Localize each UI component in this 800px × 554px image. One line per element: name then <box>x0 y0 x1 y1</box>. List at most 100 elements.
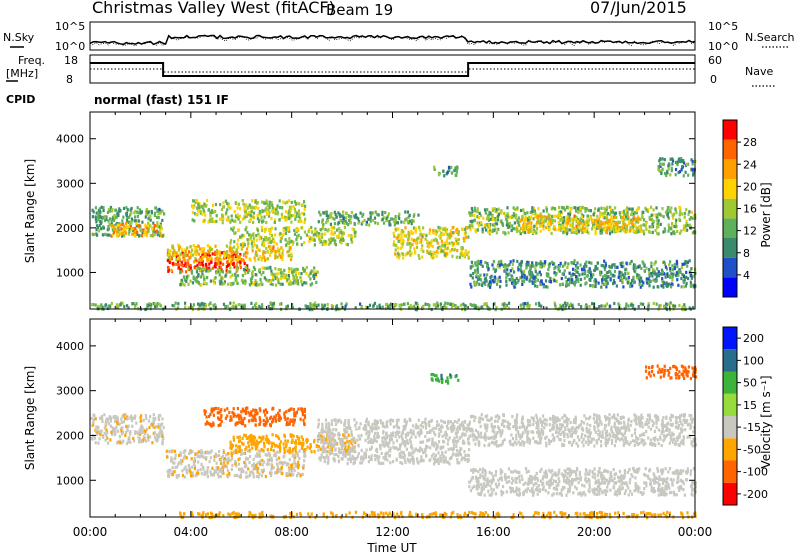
echo-cell <box>243 243 246 247</box>
echo-cell <box>620 264 623 268</box>
echo-cell <box>273 220 276 224</box>
echo-cell <box>400 234 403 238</box>
echo-cell <box>283 215 286 219</box>
echo-cell <box>127 306 130 310</box>
echo-cell <box>197 252 200 256</box>
echo-cell <box>216 250 219 254</box>
echo-cell <box>403 220 406 224</box>
echo-cell <box>117 304 120 308</box>
echo-cell <box>680 168 683 172</box>
echo-cell <box>120 429 123 433</box>
echo-cell <box>161 417 164 421</box>
echo-cell <box>159 414 162 418</box>
echo-cell <box>675 225 678 229</box>
echo-cell <box>568 228 571 232</box>
echo-cell <box>594 264 597 269</box>
echo-cell <box>282 227 285 231</box>
echo-cell <box>230 444 233 448</box>
echo-cell <box>214 470 217 474</box>
echo-cell <box>330 419 333 423</box>
echo-cell <box>595 224 598 228</box>
echo-cell <box>260 281 263 285</box>
echo-cell <box>386 305 390 309</box>
echo-cell <box>194 265 197 269</box>
echo-cell <box>218 449 221 453</box>
echo-cell <box>359 302 362 306</box>
echo-cell <box>683 161 686 165</box>
echo-cell <box>520 263 523 267</box>
echo-cell <box>100 415 103 419</box>
echo-cell <box>634 266 638 270</box>
echo-cell <box>106 210 110 215</box>
echo-cell <box>365 417 368 421</box>
echo-cell <box>598 218 601 222</box>
echo-cell <box>155 433 159 437</box>
echo-cell <box>129 225 133 229</box>
echo-cell <box>449 420 452 424</box>
echo-cell <box>321 226 324 230</box>
echo-cell <box>680 158 683 162</box>
echo-cell <box>257 475 260 479</box>
echo-cell <box>414 301 417 305</box>
echo-cell <box>432 254 435 258</box>
echo-cell <box>657 273 660 277</box>
echo-cell <box>567 205 570 209</box>
echo-cell <box>606 212 610 216</box>
echo-cell <box>579 263 582 267</box>
echo-cell <box>521 279 524 283</box>
echo-cell <box>603 273 606 278</box>
echo-cell <box>570 274 573 278</box>
echo-cell <box>175 254 178 258</box>
echo-cell <box>528 272 531 276</box>
echo-cell <box>661 157 664 161</box>
echo-cell <box>679 209 682 213</box>
echo-cell <box>171 254 174 258</box>
echo-cell <box>253 243 256 247</box>
echo-cell <box>269 471 272 475</box>
echo-cell <box>446 442 449 446</box>
echo-cell <box>187 464 190 468</box>
echo-cell <box>161 431 164 436</box>
echo-cell <box>614 211 618 215</box>
echo-cell <box>230 218 234 222</box>
echo-cell <box>167 474 170 478</box>
echo-cell <box>664 273 667 277</box>
echo-cell <box>241 233 244 237</box>
echo-cell <box>603 267 607 272</box>
echo-cell <box>621 277 624 281</box>
echo-cell <box>324 210 327 214</box>
echo-cell <box>349 217 352 221</box>
echo-cell <box>288 447 291 451</box>
echo-cell <box>158 207 161 211</box>
echo-cell <box>645 208 648 212</box>
echo-cell <box>428 306 431 310</box>
echo-cell <box>282 276 285 280</box>
echo-cell <box>303 459 306 463</box>
echo-cell <box>521 214 524 218</box>
echo-cell <box>604 282 607 286</box>
echo-cell <box>529 225 532 229</box>
echo-cell <box>522 280 526 284</box>
echo-cell <box>109 419 112 423</box>
echo-cell <box>566 265 569 269</box>
echo-cell <box>197 472 200 476</box>
echo-cell <box>686 260 689 264</box>
echo-cell <box>519 219 522 223</box>
echo-cell <box>161 218 164 222</box>
echo-cell <box>309 443 312 447</box>
echo-cell <box>366 430 369 434</box>
echo-cell <box>558 205 561 210</box>
echo-cell <box>171 261 174 265</box>
echo-cell <box>184 270 188 274</box>
echo-cell <box>323 306 326 310</box>
echo-cell <box>484 282 487 286</box>
echo-cell <box>120 420 123 424</box>
echo-cell <box>514 207 517 211</box>
echo-cell <box>486 262 489 266</box>
echo-cell <box>161 439 164 443</box>
echo-cell <box>617 275 620 279</box>
echo-cell <box>159 224 163 228</box>
echo-cell <box>229 266 232 270</box>
echo-cell <box>114 225 117 229</box>
echo-cell <box>92 421 95 425</box>
